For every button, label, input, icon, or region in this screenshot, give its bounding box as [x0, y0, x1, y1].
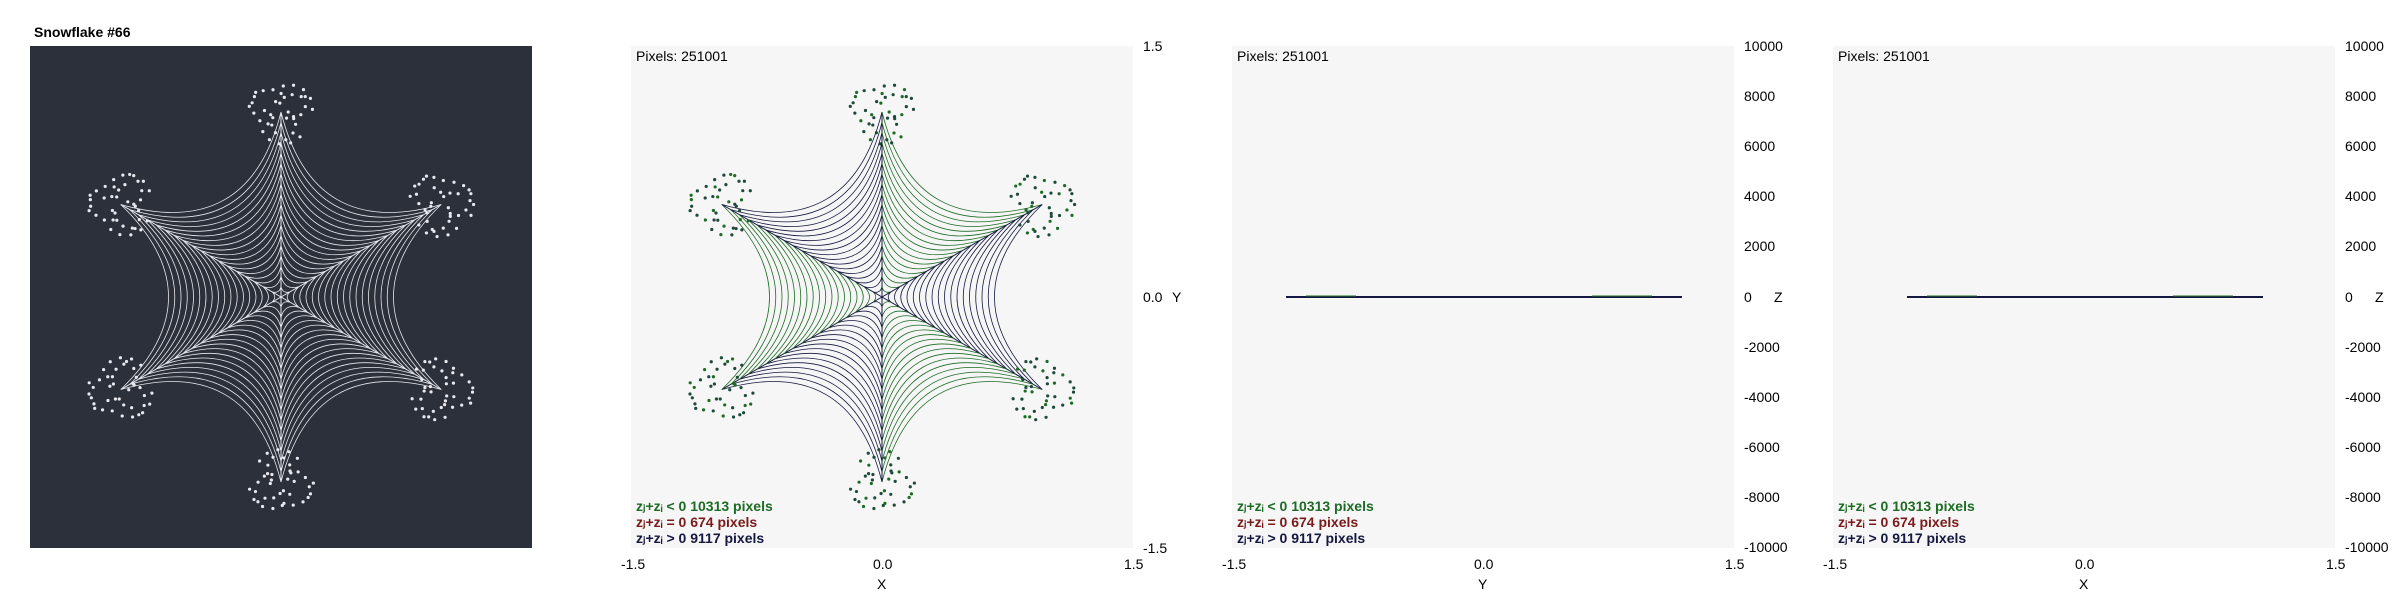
pixel-count-label: Pixels: 251001: [636, 48, 728, 64]
z-tick: -6000: [1744, 438, 1780, 455]
z-tick: -2000: [1744, 338, 1780, 355]
legend-positive: zⱼ+zᵢ > 0 9117 pixels: [636, 530, 765, 546]
legend-zero: zⱼ+zᵢ = 0 674 pixels: [1838, 514, 1960, 530]
z-tick: 2000: [1744, 238, 1776, 255]
x-tick-max: 1.5: [1725, 556, 1745, 572]
x-tick-min: -1.5: [621, 556, 646, 572]
z-tick: 4000: [1744, 188, 1776, 205]
z-axis-label: Z: [2375, 289, 2384, 305]
z-tick: 8000: [1744, 88, 1776, 105]
legend: zⱼ+zᵢ < 0 10313 pixels zⱼ+zᵢ = 0 674 pix…: [636, 498, 773, 546]
x-tick-mid: 0.0: [873, 556, 893, 572]
xy-projection-plot: [688, 83, 1077, 511]
pixel-count-label: Pixels: 251001: [1237, 48, 1329, 64]
legend-negative: zⱼ+zᵢ < 0 10313 pixels: [1237, 498, 1374, 514]
z-tick: 2000: [2345, 238, 2377, 255]
x-axis-label: X: [877, 576, 887, 592]
z-tick: -8000: [2345, 488, 2381, 505]
z-tick: 6000: [2345, 138, 2377, 155]
window-title: Snowflake #66: [34, 24, 131, 40]
z-tick: -4000: [1744, 388, 1780, 405]
legend-negative: zⱼ+zᵢ < 0 10313 pixels: [1838, 498, 1975, 514]
snowflake-render-panel: [30, 46, 532, 548]
z-tick: 6000: [1744, 138, 1776, 155]
y-tick-mid: 0.0: [1143, 289, 1163, 305]
z-axis-label: Z: [1774, 289, 1783, 305]
x-axis-label: Y: [1478, 576, 1488, 592]
z-tick: -8000: [1744, 488, 1780, 505]
x-tick-max: 1.5: [2326, 556, 2346, 572]
legend-zero: zⱼ+zᵢ = 0 674 pixels: [1237, 514, 1359, 530]
x-tick-mid: 0.0: [1474, 556, 1494, 572]
xz-projection-plot: [1907, 295, 2263, 298]
legend: zⱼ+zᵢ < 0 10313 pixels zⱼ+zᵢ = 0 674 pix…: [1237, 498, 1374, 546]
x-tick-min: -1.5: [1823, 556, 1848, 572]
z-tick: -4000: [2345, 388, 2381, 405]
x-tick-mid: 0.0: [2075, 556, 2095, 572]
z-tick: 10000: [2345, 38, 2384, 54]
z-tick: -10000: [2345, 539, 2389, 555]
z-tick: 4000: [2345, 188, 2377, 205]
legend-positive: zⱼ+zᵢ > 0 9117 pixels: [1237, 530, 1366, 546]
z-tick: 0: [2345, 288, 2353, 305]
x-axis-label: X: [2079, 576, 2089, 592]
legend: zⱼ+zᵢ < 0 10313 pixels zⱼ+zᵢ = 0 674 pix…: [1838, 498, 1975, 546]
yz-projection-plot: [1286, 295, 1682, 298]
z-tick: 10000: [1744, 38, 1783, 54]
z-tick: 8000: [2345, 88, 2377, 105]
legend-zero: zⱼ+zᵢ = 0 674 pixels: [636, 514, 758, 530]
x-tick-min: -1.5: [1222, 556, 1247, 572]
yz-projection-panel: Pixels: 251001 zⱼ+zᵢ < 0 10313 pixels zⱼ…: [1232, 46, 1734, 548]
xy-projection-panel: Pixels: 251001 zⱼ+zᵢ < 0 10313 pixels zⱼ…: [631, 46, 1133, 548]
legend-negative: zⱼ+zᵢ < 0 10313 pixels: [636, 498, 773, 514]
y-tick-min: -1.5: [1143, 540, 1168, 556]
xz-projection-panel: Pixels: 251001 zⱼ+zᵢ < 0 10313 pixels zⱼ…: [1833, 46, 2335, 548]
z-tick: -2000: [2345, 338, 2381, 355]
snowflake-image: [87, 83, 476, 511]
legend-positive: zⱼ+zᵢ > 0 9117 pixels: [1838, 530, 1967, 546]
z-tick: 0: [1744, 288, 1752, 305]
y-tick-max: 1.5: [1143, 38, 1163, 54]
z-tick: -6000: [2345, 438, 2381, 455]
z-tick: -10000: [1744, 539, 1788, 555]
pixel-count-label: Pixels: 251001: [1838, 48, 1930, 64]
y-axis-label: Y: [1172, 289, 1182, 305]
x-tick-max: 1.5: [1124, 556, 1144, 572]
